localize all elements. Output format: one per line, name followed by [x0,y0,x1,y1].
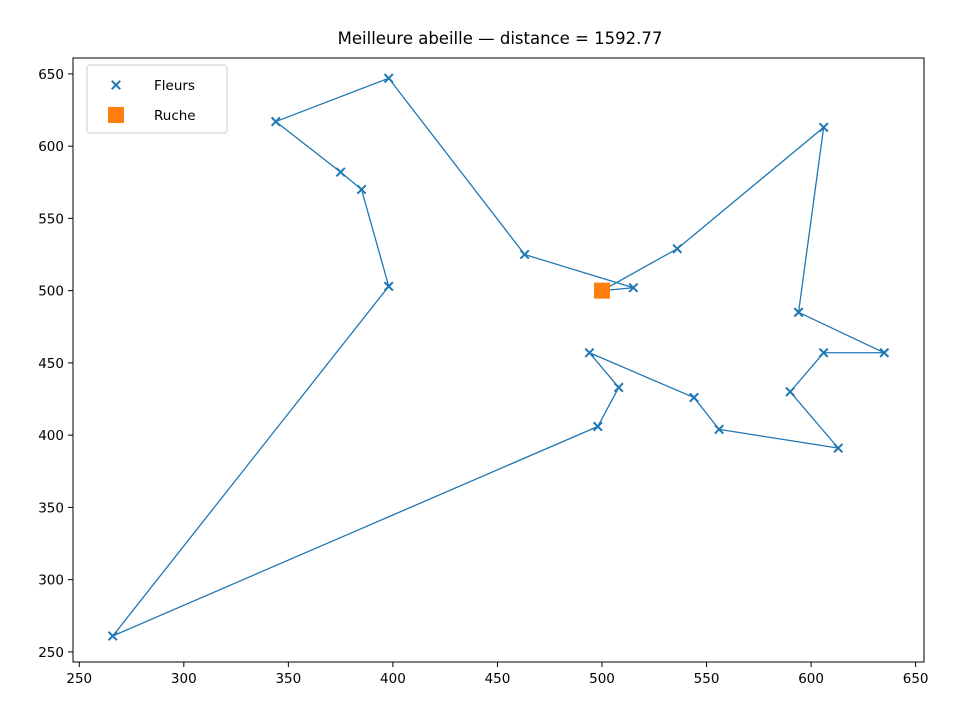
flower-point [833,443,844,454]
y-tick-label: 650 [38,67,64,83]
legend-x-icon [111,80,121,90]
flower-point [785,386,796,397]
flower-point [519,249,530,260]
legend-label-fleurs: Fleurs [154,78,195,94]
x-tick-label: 300 [171,671,197,687]
flower-point [879,347,890,358]
y-tick-label: 250 [38,645,64,661]
flower-point [270,116,281,127]
x-axis: 250 300 350 400 450 500 550 600 650 [66,662,929,687]
legend-square-icon [108,107,124,123]
y-tick-label: 300 [38,573,64,589]
flower-point [356,184,367,195]
flower-point [818,122,829,133]
points-layer [107,73,890,641]
legend-label-ruche: Ruche [154,108,196,124]
x-tick-label: 450 [485,671,511,687]
flower-point [793,307,804,318]
y-tick-label: 350 [38,500,64,516]
chart-title: Meilleure abeille — distance = 1592.77 [338,29,663,48]
y-tick-label: 500 [38,284,64,300]
y-tick-label: 550 [38,211,64,227]
flower-point [689,392,699,403]
flower-point [383,73,394,84]
y-axis: 250 300 350 400 450 500 550 600 650 [38,67,73,661]
route-layer [112,77,885,637]
x-tick-label: 350 [275,671,301,687]
x-tick-label: 600 [798,671,824,687]
plot-area [73,58,924,662]
x-tick-label: 550 [694,671,720,687]
flower-point [383,281,394,292]
legend-marker-ruche [108,107,124,123]
plot-frame [72,57,925,663]
flower-point [107,631,118,641]
flower-point [714,424,724,435]
x-tick-label: 500 [589,671,615,687]
x-tick-label: 250 [66,671,92,687]
flower-point [592,421,603,432]
x-tick-label: 400 [380,671,406,687]
flower-point [818,347,829,358]
flower-point [672,243,683,254]
legend: Fleurs Ruche [86,64,228,134]
hive-point [594,282,610,299]
legend-marker-fleurs [111,80,121,90]
flower-point [628,282,639,293]
flower-point [584,347,595,358]
y-tick-label: 450 [38,356,64,372]
route-line [112,77,885,637]
y-tick-label: 600 [38,139,64,155]
flower-point [335,167,346,178]
flower-point [613,382,624,393]
y-tick-label: 400 [38,428,64,444]
x-tick-label: 650 [903,671,929,687]
